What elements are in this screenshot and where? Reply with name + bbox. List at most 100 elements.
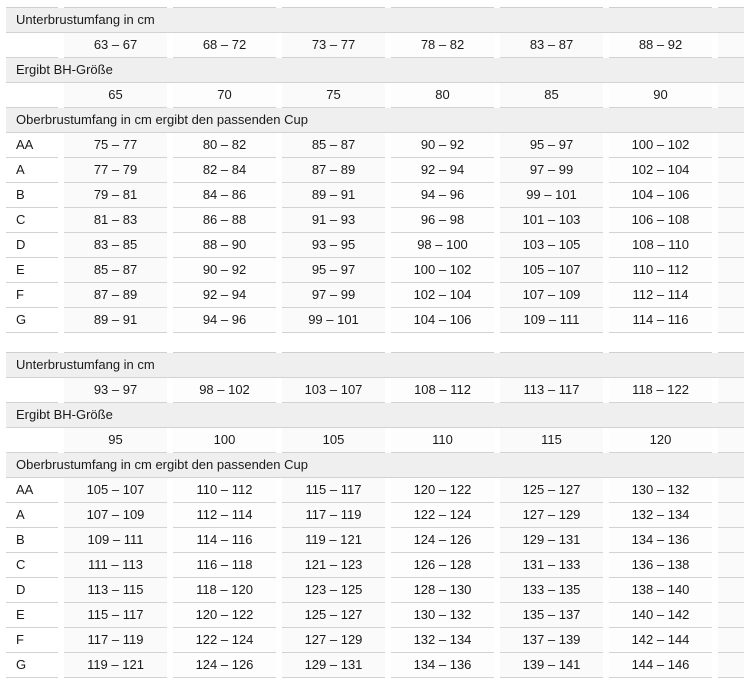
cup-range-cell: 100 – 102 bbox=[609, 133, 712, 158]
row-lead-cell bbox=[6, 428, 58, 453]
cup-range-cell: 95 – 97 bbox=[500, 133, 603, 158]
top-rule-cell bbox=[173, 345, 276, 353]
cup-range-cell: 95 – 97 bbox=[282, 258, 385, 283]
cup-range-cell: 94 – 96 bbox=[391, 183, 494, 208]
underbust-header-row-label: Unterbrustumfang in cm bbox=[6, 353, 744, 378]
cup-row-F: F 117 – 119 122 – 124 127 – 129 132 – 134 137… bbox=[6, 628, 744, 653]
underbust-header-row-label: Unterbrustumfang in cm bbox=[6, 8, 744, 33]
row-lead-cell bbox=[6, 33, 58, 58]
cup-range-cell: 137 – 139 bbox=[500, 628, 603, 653]
cup-letter-cell: E bbox=[6, 603, 58, 628]
cup-range-cell: 138 – 140 bbox=[609, 578, 712, 603]
band-size-cell: 80 bbox=[391, 83, 494, 108]
cup-letter-cell: AA bbox=[6, 133, 58, 158]
cup-range-cell: 113 – 115 bbox=[64, 578, 167, 603]
underbust-range-cell: 93 – 97 bbox=[64, 378, 167, 403]
cup-range-cell: 90 – 92 bbox=[173, 258, 276, 283]
cup-row-E: E 115 – 117 120 – 122 125 – 127 130 – 132 135… bbox=[6, 603, 744, 628]
cup-letter-cell: A bbox=[6, 503, 58, 528]
cup-range-cell: 128 – 130 bbox=[391, 578, 494, 603]
cup-range-cell: 85 – 87 bbox=[282, 133, 385, 158]
cup-range-cell: 103 – 105 bbox=[500, 233, 603, 258]
cup-range-cell: 134 – 136 bbox=[391, 653, 494, 678]
cup-range-cell: 82 – 84 bbox=[173, 158, 276, 183]
cup-range-cell: 87 – 89 bbox=[282, 158, 385, 183]
cup-range-cell: 126 – 128 bbox=[391, 553, 494, 578]
cup-range-cell: 90 – 92 bbox=[391, 133, 494, 158]
cup-range-cell: 117 – 119 bbox=[282, 503, 385, 528]
cup-range-cell: 121 – 123 bbox=[282, 553, 385, 578]
cup-header-row-label: Oberbrustumfang in cm ergibt den passend… bbox=[6, 453, 744, 478]
cup-range-cell: 108 – 110 bbox=[609, 233, 712, 258]
row-tail-cell bbox=[718, 208, 744, 233]
cup-header-row-label: Oberbrustumfang in cm ergibt den passend… bbox=[6, 108, 744, 133]
cup-range-cell: 106 – 108 bbox=[609, 208, 712, 233]
cup-row-F: F 87 – 89 92 – 94 97 – 99 102 – 104 107 – 109… bbox=[6, 283, 744, 308]
underbust-range-cell: 83 – 87 bbox=[500, 33, 603, 58]
cup-range-cell: 110 – 112 bbox=[609, 258, 712, 283]
cup-range-cell: 144 – 146 bbox=[609, 653, 712, 678]
underbust-range-cell: 73 – 77 bbox=[282, 33, 385, 58]
row-tail-cell bbox=[718, 283, 744, 308]
top-rule-cell bbox=[64, 345, 167, 353]
cup-range-cell: 85 – 87 bbox=[64, 258, 167, 283]
row-tail-cell bbox=[718, 578, 744, 603]
band-size-header-row-label: Ergibt BH-Größe bbox=[6, 58, 744, 83]
cup-range-cell: 139 – 141 bbox=[500, 653, 603, 678]
cup-range-cell: 97 – 99 bbox=[282, 283, 385, 308]
cup-range-cell: 97 – 99 bbox=[500, 158, 603, 183]
cup-letter-cell: F bbox=[6, 628, 58, 653]
row-tail-cell bbox=[718, 133, 744, 158]
cup-range-cell: 107 – 109 bbox=[64, 503, 167, 528]
cup-header-row: Oberbrustumfang in cm ergibt den passend… bbox=[6, 453, 744, 478]
cup-range-cell: 140 – 142 bbox=[609, 603, 712, 628]
top-rule-cell bbox=[391, 345, 494, 353]
cup-range-cell: 119 – 121 bbox=[64, 653, 167, 678]
cup-letter-cell: E bbox=[6, 258, 58, 283]
cup-range-cell: 89 – 91 bbox=[64, 308, 167, 333]
cup-row-D: D 83 – 85 88 – 90 93 – 95 98 – 100 103 – 105 1… bbox=[6, 233, 744, 258]
cup-range-cell: 109 – 111 bbox=[64, 528, 167, 553]
top-rule-cell bbox=[391, 0, 494, 8]
cup-range-cell: 94 – 96 bbox=[173, 308, 276, 333]
underbust-range-cell: 63 – 67 bbox=[64, 33, 167, 58]
underbust-range-cell: 103 – 107 bbox=[282, 378, 385, 403]
cup-range-cell: 80 – 82 bbox=[173, 133, 276, 158]
cup-letter-cell: C bbox=[6, 208, 58, 233]
cup-range-cell: 134 – 136 bbox=[609, 528, 712, 553]
underbust-values-row: 63 – 67 68 – 72 73 – 77 78 – 82 83 – 87 88 – … bbox=[6, 33, 744, 58]
row-tail-cell bbox=[718, 428, 744, 453]
band-size-header-row: Ergibt BH-Größe bbox=[6, 58, 744, 83]
cup-range-cell: 116 – 118 bbox=[173, 553, 276, 578]
underbust-range-cell: 113 – 117 bbox=[500, 378, 603, 403]
row-tail-cell bbox=[718, 308, 744, 333]
cup-range-cell: 109 – 111 bbox=[500, 308, 603, 333]
row-tail-cell bbox=[718, 83, 744, 108]
top-rule-cell bbox=[282, 345, 385, 353]
cup-letter-cell: G bbox=[6, 653, 58, 678]
cup-range-cell: 79 – 81 bbox=[64, 183, 167, 208]
row-lead-cell bbox=[6, 83, 58, 108]
cup-row-C: C 81 – 83 86 – 88 91 – 93 96 – 98 101 – 103 10… bbox=[6, 208, 744, 233]
cup-row-G: G 89 – 91 94 – 96 99 – 101 104 – 106 109 – 11… bbox=[6, 308, 744, 333]
cup-range-cell: 96 – 98 bbox=[391, 208, 494, 233]
cup-letter-cell: F bbox=[6, 283, 58, 308]
underbust-header-row: Unterbrustumfang in cm bbox=[6, 353, 744, 378]
cup-range-cell: 105 – 107 bbox=[64, 478, 167, 503]
cup-range-cell: 112 – 114 bbox=[609, 283, 712, 308]
cup-range-cell: 125 – 127 bbox=[282, 603, 385, 628]
size-table-2: Unterbrustumfang in cm 93 – 97 98 – 102 103… bbox=[0, 345, 750, 678]
cup-row-B: B 79 – 81 84 – 86 89 – 91 94 – 96 99 – 101 104… bbox=[6, 183, 744, 208]
underbust-range-cell: 78 – 82 bbox=[391, 33, 494, 58]
cup-range-cell: 136 – 138 bbox=[609, 553, 712, 578]
cup-range-cell: 132 – 134 bbox=[391, 628, 494, 653]
band-size-cell: 105 bbox=[282, 428, 385, 453]
row-tail-cell bbox=[718, 478, 744, 503]
top-rule-cell bbox=[6, 0, 58, 8]
cup-range-cell: 102 – 104 bbox=[391, 283, 494, 308]
top-rule-cell bbox=[609, 0, 712, 8]
cup-range-cell: 130 – 132 bbox=[609, 478, 712, 503]
band-size-cell: 90 bbox=[609, 83, 712, 108]
band-size-cell: 110 bbox=[391, 428, 494, 453]
cup-range-cell: 115 – 117 bbox=[282, 478, 385, 503]
